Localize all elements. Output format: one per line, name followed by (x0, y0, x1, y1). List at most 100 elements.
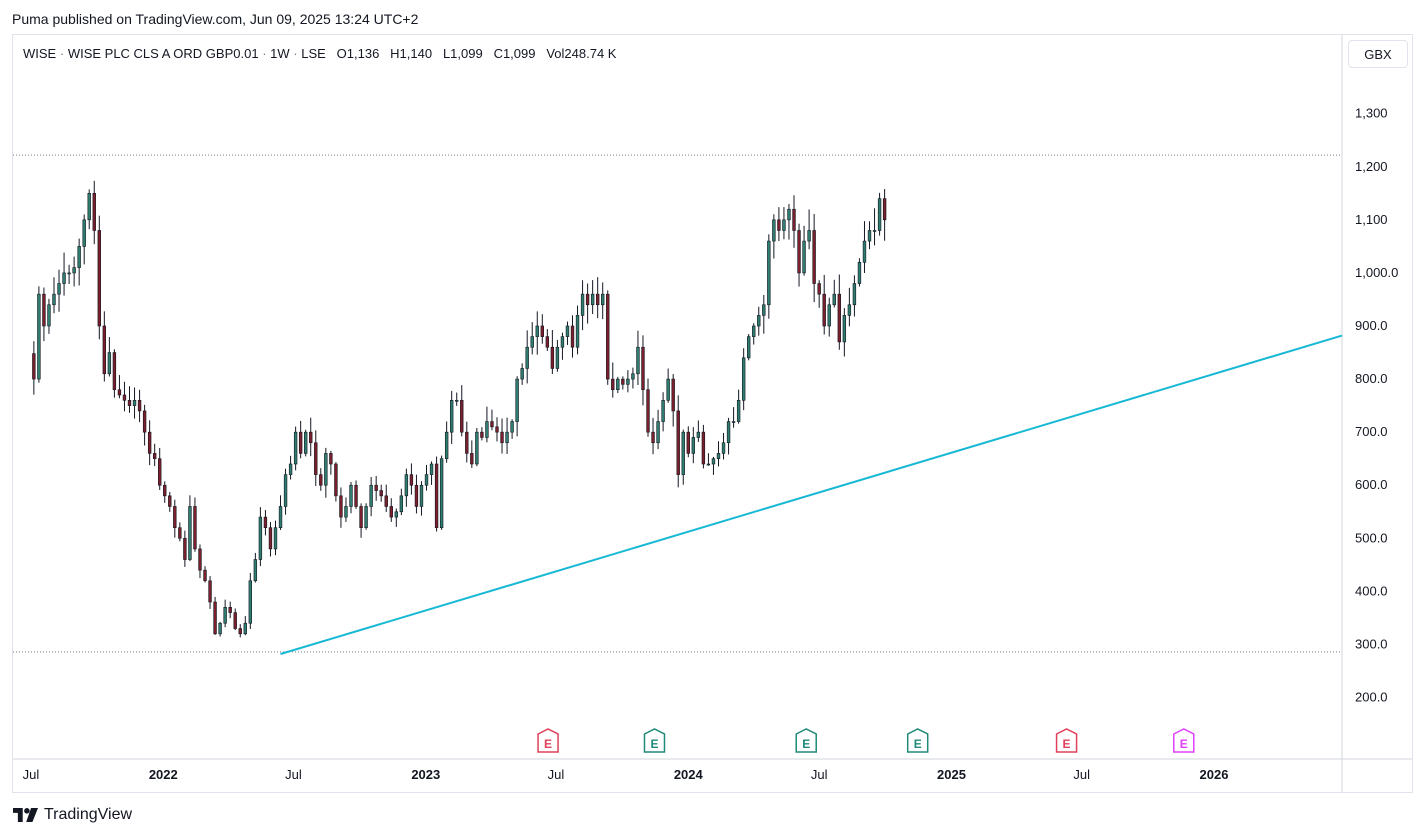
candle-down (686, 431, 690, 454)
candle-up (842, 315, 847, 343)
candle-up (525, 346, 529, 369)
candle-up (590, 293, 595, 306)
candle-down (117, 389, 122, 396)
price-tick-label: 1,100 (1355, 212, 1388, 227)
candle-up (283, 474, 288, 507)
tradingview-brand-label: TradingView (44, 806, 133, 823)
candle-up (736, 400, 741, 422)
candle-down (641, 346, 645, 390)
candle-down (193, 506, 197, 550)
candle-up (661, 400, 665, 422)
earnings-marker-icon[interactable] (1055, 728, 1078, 753)
candle-up (188, 506, 192, 560)
candle-up (867, 230, 872, 242)
time-tick-label: Jul (1073, 767, 1090, 782)
earnings-marker-icon[interactable] (537, 728, 559, 753)
candle-up (404, 474, 409, 497)
price-tick-label: 900.0 (1355, 318, 1388, 333)
candle-up (278, 506, 283, 528)
tradingview-brand[interactable]: TradingView (13, 806, 132, 824)
candle-down (500, 431, 504, 444)
candle-up (288, 463, 293, 475)
legend-symbol[interactable]: WISE (23, 46, 57, 61)
candle-down (540, 325, 544, 337)
earnings-marker-icon[interactable] (906, 728, 929, 753)
candle-up (455, 400, 459, 402)
price-tick-label: 1,000.0 (1355, 265, 1398, 280)
candle-down (621, 378, 625, 385)
candle-up (711, 458, 716, 465)
price-tick-label: 1,200 (1355, 159, 1388, 174)
candle-down (374, 484, 378, 491)
candle-down (178, 527, 182, 539)
candle-up (832, 293, 836, 306)
candle-down (32, 353, 36, 380)
candle-down (470, 453, 474, 465)
currency-button[interactable]: GBX (1348, 40, 1408, 68)
legend-volume-label: Vol (546, 46, 565, 61)
candle-down (309, 431, 313, 444)
candle-down (183, 538, 187, 560)
candle-down (142, 410, 147, 433)
candle-up (580, 293, 585, 316)
earnings-marker-label: E (1063, 737, 1071, 751)
candle-up (450, 400, 454, 433)
candle-up (248, 580, 253, 624)
candle-up (807, 230, 811, 242)
legend-close-label: C (493, 46, 503, 61)
time-tick-label: 2025 (937, 767, 966, 782)
candle-up (223, 607, 227, 624)
earnings-marker-icon[interactable] (1173, 728, 1195, 753)
candle-up (324, 453, 328, 486)
candle-up (510, 421, 514, 433)
price-tick-label: 1,300 (1355, 106, 1388, 121)
candle-down (389, 506, 393, 518)
candle-up (616, 378, 620, 390)
candle-down (611, 378, 615, 390)
legend-open-label: O (336, 46, 347, 61)
candle-down (701, 431, 706, 465)
candle-down (102, 325, 107, 375)
candle-up (601, 293, 605, 306)
legend-separator: · (59, 46, 68, 61)
earnings-marker-label: E (1180, 737, 1188, 751)
candle-down (228, 607, 232, 613)
earnings-marker-icon[interactable] (643, 728, 666, 753)
candle-up (636, 346, 640, 375)
candle-up (757, 315, 761, 327)
price-tick-label: 600.0 (1355, 477, 1388, 492)
candle-down (268, 527, 273, 550)
candle-down (606, 293, 610, 380)
candle-down (490, 421, 494, 428)
time-tick-label: 2022 (149, 767, 178, 782)
candle-down (173, 506, 177, 528)
candle-up (439, 458, 444, 528)
earnings-marker-icon[interactable] (795, 728, 817, 753)
legend-low-value: 1,099 (450, 46, 483, 61)
trendline[interactable] (280, 334, 1343, 655)
candle-up (273, 527, 278, 550)
candle-down (198, 548, 202, 571)
candle-up (132, 400, 137, 406)
candle-up (77, 246, 81, 268)
candle-up (485, 421, 489, 438)
candle-up (364, 506, 368, 528)
candle-down (465, 431, 469, 454)
candle-down (837, 293, 841, 343)
candle-up (716, 453, 721, 459)
candle-up (444, 431, 449, 459)
publisher-line: Puma published on TradingView.com, Jun 0… (12, 11, 419, 27)
candle-down (298, 431, 303, 454)
candle-down (379, 490, 383, 497)
price-tick-label: 400.0 (1355, 583, 1388, 598)
candle-down (480, 431, 484, 438)
price-tick-label: 500.0 (1355, 530, 1388, 545)
candle-up (475, 431, 479, 465)
candle-up (626, 378, 630, 385)
candle-up (731, 421, 736, 423)
candle-down (817, 283, 821, 295)
candle-up (530, 336, 534, 348)
price-tick-label: 300.0 (1355, 636, 1388, 651)
candle-up (394, 511, 398, 518)
